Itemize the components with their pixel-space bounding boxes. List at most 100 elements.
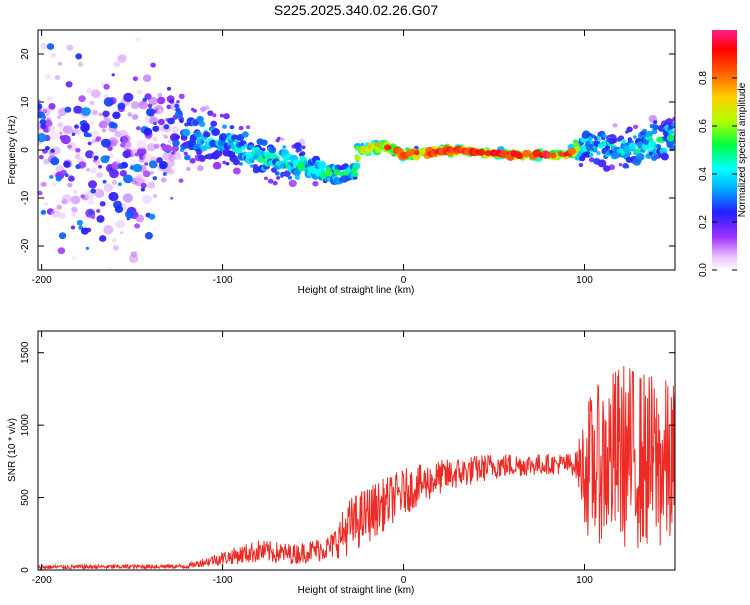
spectrogram-cell (287, 175, 293, 180)
spectrogram-cell (112, 111, 121, 120)
snr-ylabel: SNR (10 * v/v) (7, 418, 18, 482)
spectrogram-cell (109, 169, 119, 179)
spectrogram-cell (163, 135, 169, 139)
colorbar-ticks: 0.0 0.2 0.4 0.6 0.8 (698, 71, 737, 277)
spectrogram-cell (66, 44, 74, 51)
spectrogram-cell (283, 170, 291, 177)
spectrogram-cell (96, 215, 105, 223)
spectrogram-cell (101, 138, 111, 148)
spectrogram-xtick-label: -200 (32, 275, 52, 286)
spectrogram-cell (667, 129, 675, 136)
spectrogram-cell (115, 219, 125, 229)
spectrogram-cell (628, 142, 637, 150)
spectrogram-cell (108, 167, 113, 171)
spectrogram-cell (39, 119, 47, 125)
spectrogram-cell (111, 179, 118, 185)
spectrogram-cell (172, 151, 182, 160)
spectrogram-cell (90, 121, 95, 125)
spectrogram-cell (387, 145, 392, 150)
spectrogram-cell (146, 108, 155, 117)
spectrogram-cell (183, 144, 188, 149)
spectrogram-cell (238, 125, 244, 131)
spectrogram-cell (38, 155, 44, 160)
spectrogram-cell (68, 175, 75, 182)
spectrogram-cell (636, 153, 645, 161)
spectrogram-cell (76, 219, 83, 226)
spectrogram-cell (73, 105, 83, 114)
spectrogram-cell (138, 100, 148, 110)
spectrogram-cell (114, 205, 124, 213)
spectrogram-cell (90, 167, 98, 174)
spectrogram-cell (57, 61, 62, 66)
spectrogram-cell (167, 168, 175, 175)
spectrogram-cell (612, 123, 618, 128)
spectrogram-cell (297, 162, 306, 171)
spectrogram-cell (484, 150, 492, 157)
spectrogram-cell (272, 181, 278, 186)
spectrogram-cell (320, 167, 326, 173)
spectrogram-cell (80, 227, 89, 235)
snr-frame (37, 330, 676, 571)
spectrogram-cell (58, 212, 66, 219)
spectrogram-cell (219, 113, 224, 118)
spectrogram-cell (656, 144, 662, 149)
spectrogram-cell (67, 182, 73, 188)
spectrogram-cell (280, 137, 285, 141)
spectrogram-cell (233, 167, 241, 175)
spectrogram-cell (157, 92, 163, 98)
spectrogram-cell (103, 83, 110, 90)
spectrogram-cell (47, 96, 53, 101)
spectrogram-cell (652, 124, 659, 131)
spectrogram-cell (76, 152, 81, 156)
spectrogram-cell (354, 145, 361, 151)
spectrogram-ytick-label: 20 (20, 48, 31, 60)
spectrogram-cell (648, 151, 654, 156)
spectrogram-cell (597, 159, 607, 168)
snr-ytick-label: 0 (20, 567, 31, 573)
spectrogram-cell (333, 169, 341, 176)
spectrogram-cell (38, 103, 43, 110)
spectrogram-cell (267, 178, 274, 184)
colorbar: 0.0 0.2 0.4 0.6 0.8 Normalized spectral ampl… (698, 30, 748, 277)
spectrogram-cell (127, 112, 133, 117)
spectrogram-cell (351, 166, 358, 172)
spectrogram-cell (178, 93, 185, 100)
spectrogram-cell (618, 163, 623, 167)
spectrogram-cell (635, 148, 642, 155)
spectrogram-cell (42, 115, 46, 120)
spectrogram-cell (58, 232, 67, 240)
spectrogram-cell (70, 225, 76, 230)
spectrogram-cell (70, 195, 81, 205)
spectrogram-ylabel: Frequency (Hz) (7, 116, 18, 185)
spectrogram-cell (578, 162, 584, 168)
spectrogram-cell (80, 123, 90, 132)
spectrogram-ytick-label: 0 (20, 147, 31, 153)
spectrogram-cell (294, 175, 300, 180)
spectrogram-cell (148, 160, 158, 169)
spectrogram-cell (222, 160, 227, 165)
spectrogram-cell (241, 131, 249, 138)
spectrogram-cell (156, 109, 163, 115)
spectrogram-cell (43, 202, 49, 207)
spectrogram-cell (549, 152, 557, 159)
spectrogram-cell (588, 157, 595, 163)
spectrogram-cell (148, 213, 156, 220)
spectrogram-cell (633, 135, 637, 139)
spectrogram-ytick-label: -10 (20, 190, 31, 205)
spectrogram-cell (326, 170, 333, 177)
spectrogram-cell (125, 210, 135, 219)
spectrogram-cell (317, 161, 327, 169)
spectrogram-cell (666, 134, 675, 142)
spectrogram-cell (166, 149, 170, 154)
spectrogram-cell (516, 153, 524, 160)
spectrogram-cell (204, 131, 211, 138)
spectrogram-cell (132, 163, 143, 173)
spectrogram-cell (277, 136, 281, 141)
spectrogram-cell (75, 164, 81, 170)
spectrogram-cell (129, 254, 139, 263)
spectrogram-cell (282, 145, 287, 149)
spectrogram-cell (189, 158, 196, 164)
